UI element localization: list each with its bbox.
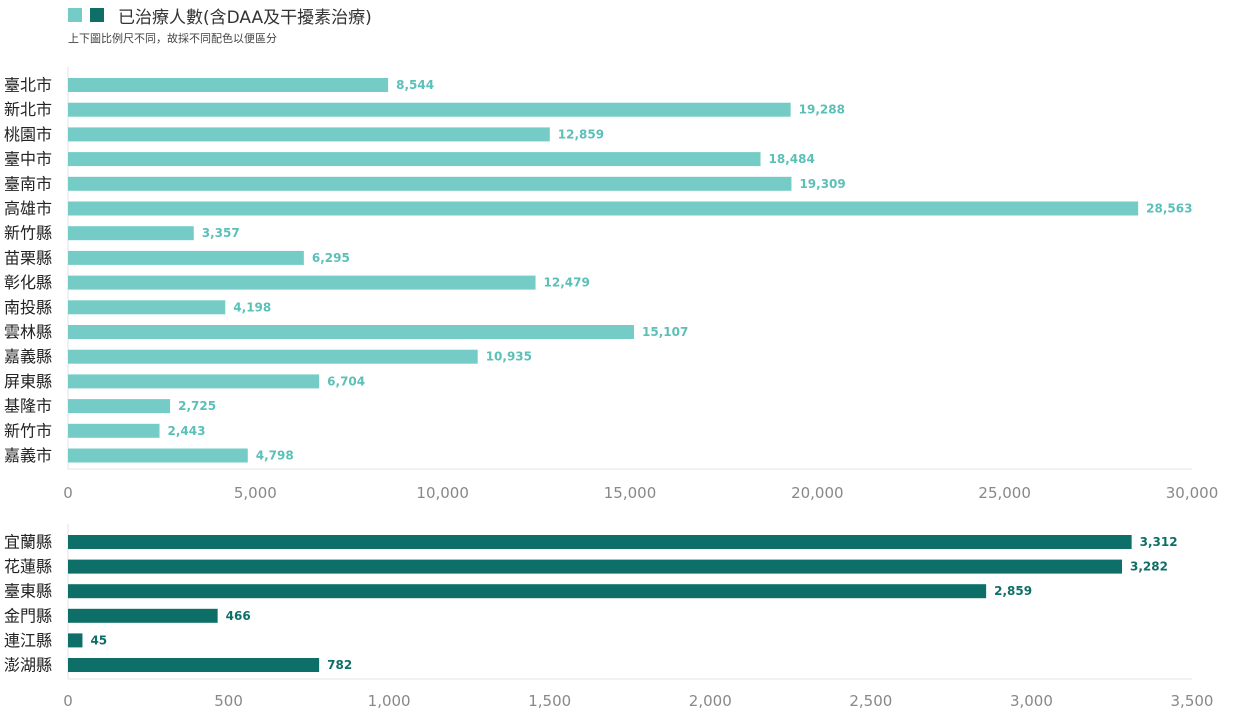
bar <box>68 226 194 241</box>
x-tick-label: 30,000 <box>1166 484 1219 502</box>
category-label: 苗栗縣 <box>4 248 52 267</box>
category-label: 新竹市 <box>4 421 52 440</box>
legend-swatch-light <box>68 8 82 22</box>
data-label: 6,295 <box>312 251 350 265</box>
bar <box>68 535 1132 549</box>
data-label: 3,282 <box>1130 560 1168 574</box>
data-label: 2,443 <box>168 424 206 438</box>
category-label: 桃園市 <box>4 125 52 144</box>
category-label: 嘉義市 <box>4 446 52 465</box>
data-label: 3,312 <box>1140 535 1178 549</box>
category-label: 花蓮縣 <box>4 557 52 576</box>
bar <box>68 78 389 92</box>
data-label: 45 <box>90 633 107 647</box>
data-label: 3,357 <box>202 226 240 240</box>
data-label: 8,544 <box>396 78 434 92</box>
bar <box>68 250 304 265</box>
data-label: 15,107 <box>642 325 688 339</box>
legend-swatch-dark <box>90 8 104 22</box>
x-tick-label: 25,000 <box>978 484 1031 502</box>
x-tick-label: 10,000 <box>416 484 469 502</box>
x-tick-label: 1,500 <box>528 692 571 710</box>
x-tick-label: 500 <box>214 692 243 710</box>
data-label: 6,704 <box>327 374 365 388</box>
bar <box>68 658 320 672</box>
legend-title: 已治療人數(含DAA及干擾素治療) <box>118 7 372 28</box>
bar <box>68 423 160 438</box>
category-label: 臺東縣 <box>4 582 52 601</box>
chart-panel-2: 宜蘭縣 3,312 花蓮縣 3,282 臺東縣 2,859 金門縣 466 連江縣 45 澎湖縣 78… <box>4 524 1213 710</box>
category-label: 高雄市 <box>4 199 52 218</box>
category-label: 基隆市 <box>4 397 52 416</box>
data-label: 28,563 <box>1146 202 1192 216</box>
bar <box>68 448 248 463</box>
bar <box>68 584 987 599</box>
category-label: 新竹縣 <box>4 224 52 243</box>
bar <box>68 102 791 117</box>
category-label: 澎湖縣 <box>4 656 52 675</box>
data-label: 2,859 <box>994 584 1032 598</box>
category-label: 宜蘭縣 <box>4 533 52 552</box>
category-label: 嘉義縣 <box>4 347 52 366</box>
category-label: 屏東縣 <box>4 372 52 391</box>
chart-panel-1: 臺北市 8,544 新北市 19,288 桃園市 12,859 臺中市 18,484 臺南市 19… <box>4 67 1218 502</box>
bar <box>68 399 171 414</box>
bar <box>68 349 478 364</box>
bar <box>68 325 635 339</box>
bar <box>68 275 536 290</box>
x-tick-label: 0 <box>63 484 73 502</box>
data-label: 4,198 <box>233 300 271 314</box>
category-label: 南投縣 <box>4 298 52 317</box>
x-tick-label: 20,000 <box>791 484 844 502</box>
bar <box>68 608 218 623</box>
category-label: 連江縣 <box>4 631 52 650</box>
category-label: 臺中市 <box>4 150 52 169</box>
category-label: 雲林縣 <box>4 323 52 342</box>
bar <box>68 176 792 191</box>
x-tick-label: 3,000 <box>1010 692 1053 710</box>
category-label: 彰化縣 <box>4 273 52 292</box>
x-tick-label: 5,000 <box>234 484 277 502</box>
data-label: 10,935 <box>486 350 532 364</box>
x-tick-label: 2,500 <box>849 692 892 710</box>
bar <box>68 201 1139 216</box>
bar <box>68 127 550 142</box>
bar <box>68 300 226 315</box>
chart-subtitle: 上下圖比例尺不同，故採不同配色以便區分 <box>68 32 277 45</box>
bar <box>68 633 83 648</box>
x-tick-label: 1,000 <box>368 692 411 710</box>
bar <box>68 559 1122 574</box>
data-label: 12,859 <box>558 127 604 141</box>
x-tick-label: 0 <box>63 692 73 710</box>
data-label: 4,798 <box>256 449 294 463</box>
data-label: 782 <box>327 658 352 672</box>
x-tick-label: 2,000 <box>689 692 732 710</box>
category-label: 金門縣 <box>4 606 52 625</box>
category-label: 新北市 <box>4 100 52 119</box>
category-label: 臺北市 <box>4 76 52 95</box>
bar <box>68 374 320 389</box>
x-tick-label: 15,000 <box>604 484 657 502</box>
x-tick-label: 3,500 <box>1171 692 1214 710</box>
legend: 已治療人數(含DAA及干擾素治療) <box>68 2 372 28</box>
category-label: 臺南市 <box>4 174 52 193</box>
bar <box>68 152 761 167</box>
data-label: 2,725 <box>178 399 216 413</box>
data-label: 466 <box>226 609 251 623</box>
data-label: 19,288 <box>799 103 845 117</box>
data-label: 12,479 <box>544 276 590 290</box>
data-label: 19,309 <box>799 177 845 191</box>
data-label: 18,484 <box>769 152 815 166</box>
